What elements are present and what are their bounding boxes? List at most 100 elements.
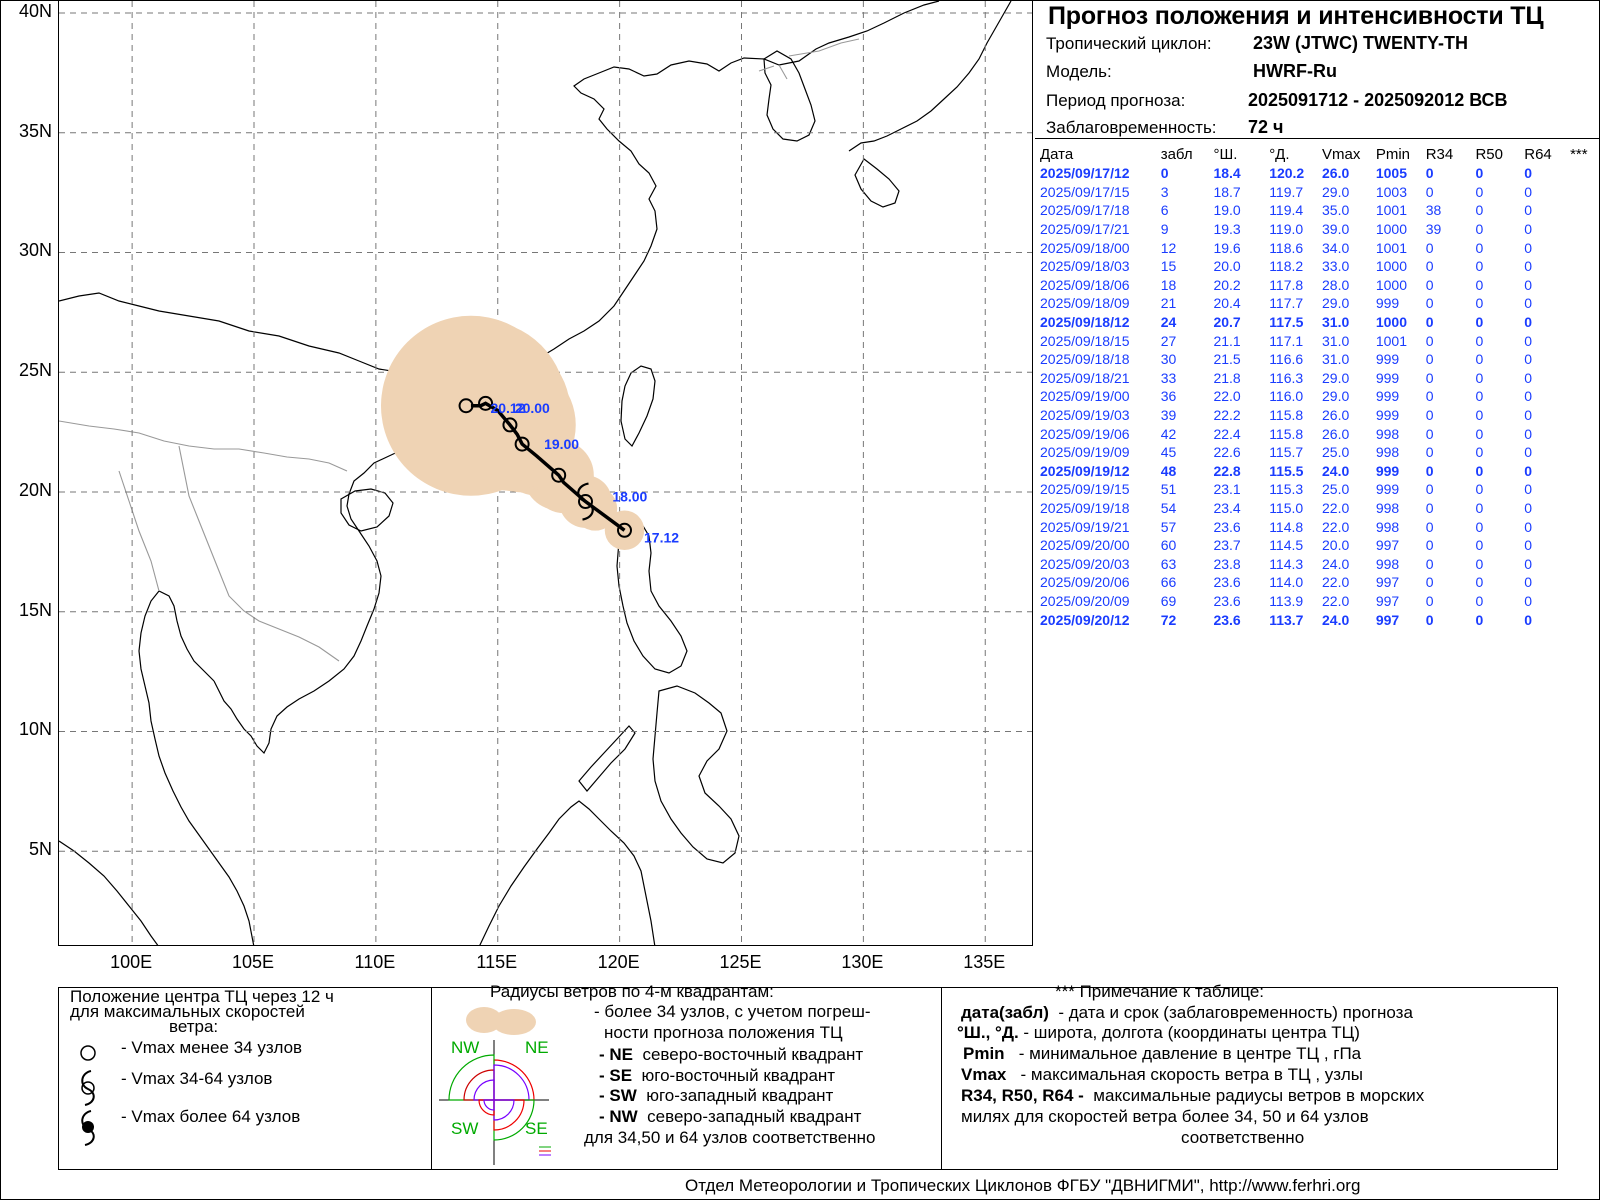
table-cell: 2025/09/20/03 (1040, 555, 1130, 572)
table-header-1: забл (1160, 145, 1193, 163)
table-cell: 999 (1375, 295, 1400, 312)
table-cell: 20.7 (1213, 314, 1241, 331)
table-cell: 33.0 (1322, 258, 1350, 275)
table-cell: 1000 (1375, 314, 1407, 331)
legend-item-ty: - Vmax более 64 узлов (121, 1107, 301, 1126)
quad-code-ne: - NE (599, 1045, 633, 1064)
table-cell: 23.6 (1213, 592, 1241, 609)
table-cell: 1000 (1375, 258, 1407, 275)
legend-left-title-2: для максимальных скоростей (70, 1002, 305, 1021)
cyclone-value: 23W (JTWC) TWENTY-TH (1253, 33, 1468, 53)
table-cell: 29.0 (1322, 183, 1350, 200)
table-header-2: °Ш. (1213, 145, 1238, 163)
table-header-4: Vmax (1322, 145, 1361, 163)
palawan-island (578, 725, 636, 792)
table-cell: 2025/09/18/18 (1040, 351, 1130, 368)
quad-text-sw: юго-западный квадрант (646, 1086, 834, 1105)
note-key-4: Vmax (961, 1065, 1007, 1084)
table-cell: 0 (1475, 574, 1484, 591)
quad-text-ne: северо-восточный квадрант (642, 1045, 864, 1064)
note-key-3: Pmin (963, 1044, 1005, 1063)
table-header-0: Дата (1040, 145, 1074, 163)
table-cell: 22.0 (1213, 388, 1241, 405)
table-row: 2025/09/18/18 30 21.5 116.6 31.0 999 0 0 0 (1040, 350, 1600, 369)
table-cell: 33 (1160, 369, 1177, 386)
table-cell: 2025/09/19/09 (1040, 444, 1130, 461)
table-cell: 20.2 (1213, 276, 1241, 293)
table-cell: 0 (1425, 574, 1434, 591)
table-cell: 0 (1425, 537, 1434, 554)
table-cell: 0 (1524, 537, 1533, 554)
quad-code-se: - SE (599, 1066, 633, 1085)
table-cell: 22.8 (1213, 462, 1241, 479)
table-header-7: R50 (1475, 145, 1503, 163)
quad-code-nw: - NW (599, 1107, 638, 1126)
japan-islands (848, 1, 1012, 208)
table-cell: 1005 (1375, 165, 1407, 182)
legend-item-ts: - Vmax 34-64 узлов (121, 1069, 273, 1088)
table-cell: 2025/09/17/15 (1040, 183, 1130, 200)
table-cell: 1001 (1375, 239, 1407, 256)
table-cell: 22.0 (1322, 574, 1350, 591)
table-cell: 115.8 (1269, 407, 1304, 424)
table-cell: 0 (1475, 295, 1484, 312)
track-time-label: 17.12 (644, 529, 679, 545)
table-cell: 0 (1425, 314, 1434, 331)
table-row: 2025/09/19/15 51 23.1 115.3 25.0 999 0 0 0 (1040, 480, 1600, 499)
table-row: 2025/09/17/15 3 18.7 119.7 29.0 1003 0 0 0 (1040, 183, 1600, 202)
table-cell: 0 (1425, 611, 1434, 628)
table-cell: 21 (1160, 295, 1177, 312)
coastline-sumatra (59, 840, 159, 945)
table-cell: 119.7 (1269, 183, 1304, 200)
legend-box: Положение центра ТЦ через 12 ч для макси… (58, 982, 1558, 1170)
table-cell: 0 (1425, 295, 1434, 312)
table-cell: 12 (1160, 239, 1177, 256)
table-cell: 2025/09/18/21 (1040, 369, 1130, 386)
table-cell: 19.0 (1213, 202, 1241, 219)
table-cell: 0 (1475, 518, 1484, 535)
lat-label: 20N (18, 479, 52, 500)
track-point-icon (514, 436, 530, 452)
table-row: 2025/09/18/21 33 21.8 116.3 29.0 999 0 0 0 (1040, 369, 1600, 388)
table-cell: 23.8 (1213, 555, 1241, 572)
track-time-label: 20.00 (515, 400, 550, 416)
table-cell: 0 (1475, 537, 1484, 554)
legend-symbols (80, 1045, 96, 1146)
table-row: 2025/09/20/03 63 23.8 114.3 24.0 998 0 0 0 (1040, 554, 1600, 573)
table-header-8: R64 (1524, 145, 1552, 163)
table-cell: 114.3 (1269, 555, 1304, 572)
lon-label: 125E (719, 952, 762, 972)
table-cell: 3 (1160, 183, 1169, 200)
table-cell: 119.4 (1269, 202, 1304, 219)
table-cell: 0 (1475, 314, 1484, 331)
table-cell: 999 (1375, 462, 1400, 479)
table-cell: 54 (1160, 499, 1177, 516)
note-text-2: - широта, долгота (координаты центра ТЦ) (1023, 1023, 1360, 1042)
map-panel[interactable]: 17.12 18.00 19.00 20.00 20.12 (58, 0, 1033, 946)
table-cell: 66 (1160, 574, 1177, 591)
lat-label: 25N (18, 360, 52, 381)
table-cell: 0 (1475, 481, 1484, 498)
legend-divider-2 (941, 988, 942, 1169)
footer-credit[interactable]: Отдел Метеорологии и Тропических Циклоно… (685, 1176, 1361, 1195)
table-cell: 60 (1160, 537, 1177, 554)
table-cell: 114.5 (1269, 537, 1304, 554)
legend-cone-2: ности прогноза положения ТЦ (604, 1023, 843, 1042)
track-point-icon (478, 395, 494, 411)
table-cell: 2025/09/18/09 (1040, 295, 1130, 312)
table-cell: 35.0 (1322, 202, 1350, 219)
table-cell: 39 (1425, 221, 1442, 238)
note-text-6: милях для скоростей ветра более 34, 50 и… (961, 1107, 1369, 1126)
table-cell: 0 (1475, 425, 1484, 442)
table-cell: 998 (1375, 518, 1400, 535)
table-cell: 21.5 (1213, 351, 1241, 368)
table-cell: 998 (1375, 499, 1400, 516)
taiwan-island (620, 365, 656, 447)
track-point-icon (617, 522, 632, 538)
table-cell: 0 (1475, 202, 1484, 219)
table-cell: 31.0 (1322, 332, 1350, 349)
table-cell: 24.0 (1322, 462, 1350, 479)
table-cell: 997 (1375, 592, 1400, 609)
table-cell: 0 (1475, 499, 1484, 516)
